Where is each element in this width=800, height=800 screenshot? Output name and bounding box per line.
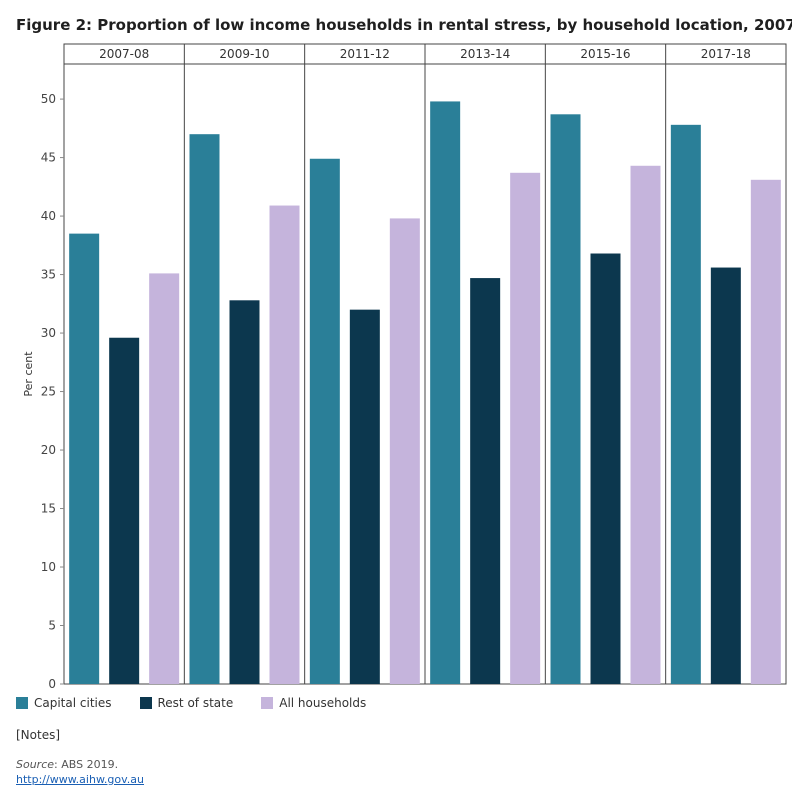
bar xyxy=(710,267,741,684)
bar xyxy=(389,218,420,684)
y-tick-label: 50 xyxy=(41,92,56,106)
website-link[interactable]: http://www.aihw.gov.au xyxy=(16,773,145,786)
y-tick-label: 30 xyxy=(41,326,56,340)
bar xyxy=(630,165,661,685)
panel-label: 2013-14 xyxy=(460,47,510,61)
y-tick-label: 5 xyxy=(48,619,56,633)
panel-label: 2007-08 xyxy=(99,47,149,61)
legend-label-rest-of-state: Rest of state xyxy=(157,696,234,710)
y-tick-label: 20 xyxy=(41,443,56,457)
bar xyxy=(550,114,581,685)
source-line: Source: ABS 2019. xyxy=(16,758,118,771)
y-tick-label: 15 xyxy=(41,502,56,516)
y-tick-label: 25 xyxy=(41,385,56,399)
bar xyxy=(470,278,501,684)
notes-link[interactable]: [Notes] xyxy=(16,728,61,742)
chart-legend: Capital cities Rest of state All househo… xyxy=(16,696,366,710)
panel-label: 2017-18 xyxy=(701,47,751,61)
legend-label-capital-cities: Capital cities xyxy=(34,696,112,710)
y-tick-label: 10 xyxy=(41,560,56,574)
y-tick-label: 35 xyxy=(41,268,56,282)
panel-label: 2011-12 xyxy=(340,47,390,61)
legend-swatch-rest-of-state xyxy=(139,697,152,709)
bar xyxy=(590,253,621,684)
bar xyxy=(149,273,180,684)
bar xyxy=(309,158,340,685)
bar xyxy=(69,233,100,685)
y-tick-label: 40 xyxy=(41,209,56,223)
chart-title: Figure 2: Proportion of low income house… xyxy=(16,16,792,34)
bar xyxy=(510,172,541,684)
source-prefix: Source xyxy=(16,758,55,771)
bar xyxy=(189,134,220,685)
panel-label: 2009-10 xyxy=(219,47,269,61)
legend-swatch-capital-cities xyxy=(16,697,28,709)
legend-item-capital-cities[interactable]: Capital cities xyxy=(16,696,112,710)
y-tick-label: 45 xyxy=(41,151,56,165)
legend-label-all-households: All households xyxy=(279,696,367,710)
bar xyxy=(269,205,300,684)
bar xyxy=(430,101,461,684)
bar xyxy=(750,179,781,684)
panel-label: 2015-16 xyxy=(580,47,630,61)
y-axis-label: Per cent xyxy=(22,351,35,397)
legend-item-rest-of-state[interactable]: Rest of state xyxy=(139,696,234,710)
legend-swatch-all-households xyxy=(261,697,274,709)
legend-item-all-households[interactable]: All households xyxy=(261,696,366,710)
y-tick-label: 0 xyxy=(48,677,56,691)
bar xyxy=(229,300,260,684)
bar xyxy=(349,309,380,684)
bar xyxy=(109,337,140,684)
source-text: : ABS 2019. xyxy=(54,758,119,771)
bar xyxy=(670,124,701,684)
